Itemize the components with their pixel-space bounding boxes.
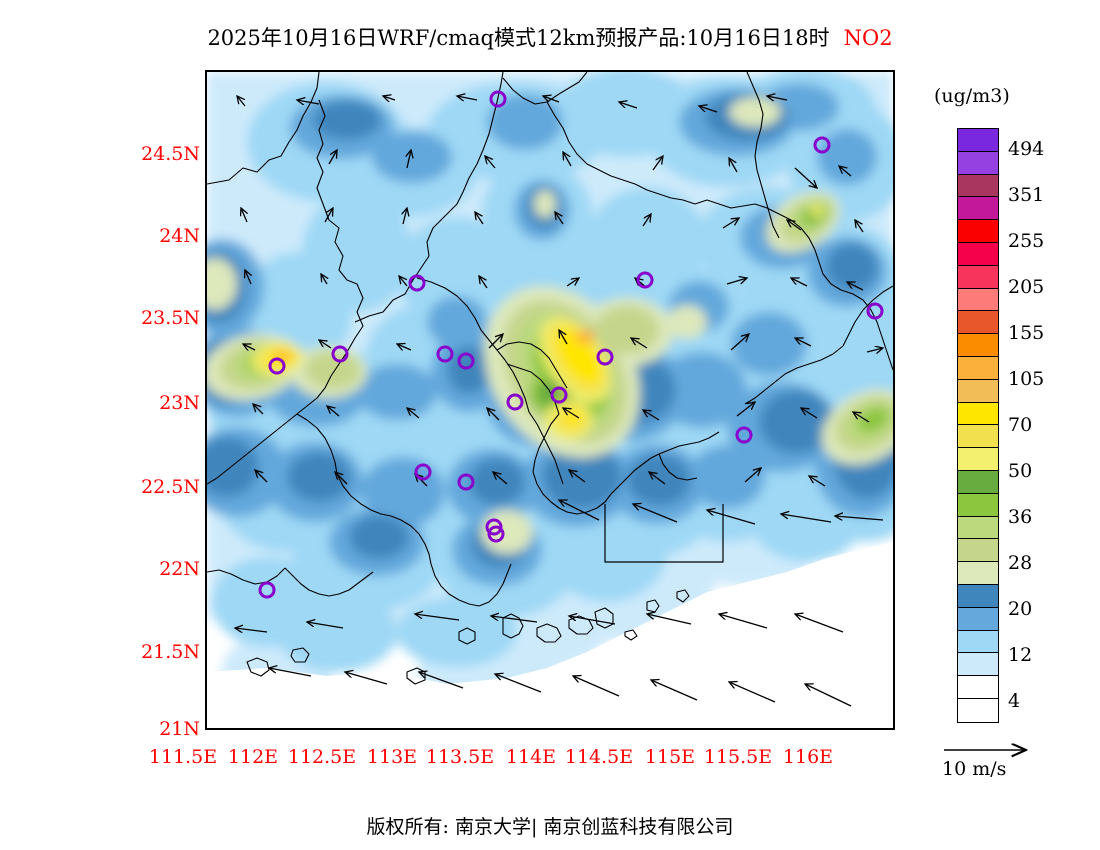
colorbar-band-24 xyxy=(958,676,998,699)
colorbar-tick-494: 494 xyxy=(1008,138,1045,160)
administrative-boundaries xyxy=(207,72,893,685)
colorbar-tick-205: 205 xyxy=(1008,276,1045,298)
colorbar-band-10 xyxy=(958,356,998,380)
colorbar-band-21 xyxy=(958,607,998,631)
colorbar-band-25 xyxy=(958,698,998,722)
colorbar-band-20 xyxy=(958,584,998,608)
wind-vector-field xyxy=(235,96,883,707)
colorbar-band-13 xyxy=(958,425,998,449)
y-axis-tick-24N: 24N xyxy=(159,225,200,247)
colorbar-tick-12: 12 xyxy=(1008,644,1033,666)
y-axis-tick-21N: 21N xyxy=(159,718,200,740)
x-axis-tick-115E: 115E xyxy=(644,746,696,768)
x-axis-tick-112E: 112E xyxy=(227,746,279,768)
colorbar-units-label: (ug/m3) xyxy=(934,85,1010,107)
colorbar-band-19 xyxy=(958,562,998,585)
title-species-label: NO2 xyxy=(843,26,893,50)
x-axis-tick-114E: 114E xyxy=(505,746,557,768)
colorbar-band-1 xyxy=(958,151,998,175)
x-axis-tick-115-5E: 115.5E xyxy=(703,746,773,768)
x-axis-tick-114-5E: 114.5E xyxy=(564,746,634,768)
colorbar-band-14 xyxy=(958,448,998,471)
colorbar-band-18 xyxy=(958,539,998,563)
copyright-footer: 版权所有: 南京大学| 南京创蓝科技有限公司 xyxy=(366,816,734,838)
colorbar-band-11 xyxy=(958,379,998,403)
y-axis-tick-22N: 22N xyxy=(159,558,200,580)
monitoring-station-markers[interactable] xyxy=(258,90,884,599)
y-axis-tick-24-5N: 24.5N xyxy=(141,143,200,165)
colorbar-band-3 xyxy=(958,197,998,221)
colorbar-tick-351: 351 xyxy=(1008,184,1045,206)
wind-scale-arrow xyxy=(944,738,1070,762)
colorbar-tick-70: 70 xyxy=(1008,414,1033,436)
y-axis-tick-23N: 23N xyxy=(159,392,200,414)
colorbar-band-6 xyxy=(958,265,998,289)
colorbar-band-5 xyxy=(958,242,998,266)
colorbar-tick-255: 255 xyxy=(1008,230,1045,252)
colorbar-band-7 xyxy=(958,288,998,312)
colorbar-band-4 xyxy=(958,220,998,243)
colorbar-band-12 xyxy=(958,402,998,426)
map-plot-area[interactable] xyxy=(205,70,895,730)
colorbar-band-23 xyxy=(958,653,998,677)
title-main-text: 2025年10月16日WRF/cmaq模式12km预报产品:10月16日18时 xyxy=(207,26,830,50)
colorbar-band-16 xyxy=(958,493,998,517)
colorbar-tick-28: 28 xyxy=(1008,552,1033,574)
page-title: 2025年10月16日WRF/cmaq模式12km预报产品:10月16日18时 N… xyxy=(0,22,1100,52)
x-axis-tick-113-5E: 113.5E xyxy=(425,746,495,768)
colorbar-band-22 xyxy=(958,630,998,654)
colorbar-band-15 xyxy=(958,470,998,494)
colorbar-band-2 xyxy=(958,174,998,198)
concentration-contour-map xyxy=(207,72,893,728)
colorbar-band-9 xyxy=(958,334,998,357)
colorbar-tick-50: 50 xyxy=(1008,460,1033,482)
x-axis-tick-112-5E: 112.5E xyxy=(287,746,357,768)
y-axis-tick-22-5N: 22.5N xyxy=(141,476,200,498)
wind-scale-label: 10 m/s xyxy=(942,758,1007,780)
colorbar-band-0 xyxy=(958,129,998,152)
x-axis-tick-116E: 116E xyxy=(782,746,834,768)
y-axis-tick-21-5N: 21.5N xyxy=(141,641,200,663)
colorbar-tick-105: 105 xyxy=(1008,368,1045,390)
x-axis-tick-113E: 113E xyxy=(366,746,418,768)
colorbar-band-8 xyxy=(958,311,998,335)
colorbar-tick-36: 36 xyxy=(1008,506,1033,528)
colorbar-tick-20: 20 xyxy=(1008,598,1033,620)
colorbar-tick-4: 4 xyxy=(1008,690,1021,712)
y-axis-tick-23-5N: 23.5N xyxy=(141,307,200,329)
colorbar-tick-155: 155 xyxy=(1008,322,1045,344)
colorbar[interactable] xyxy=(957,128,999,723)
x-axis-tick-111-5E: 111.5E xyxy=(148,746,218,768)
colorbar-band-17 xyxy=(958,516,998,540)
